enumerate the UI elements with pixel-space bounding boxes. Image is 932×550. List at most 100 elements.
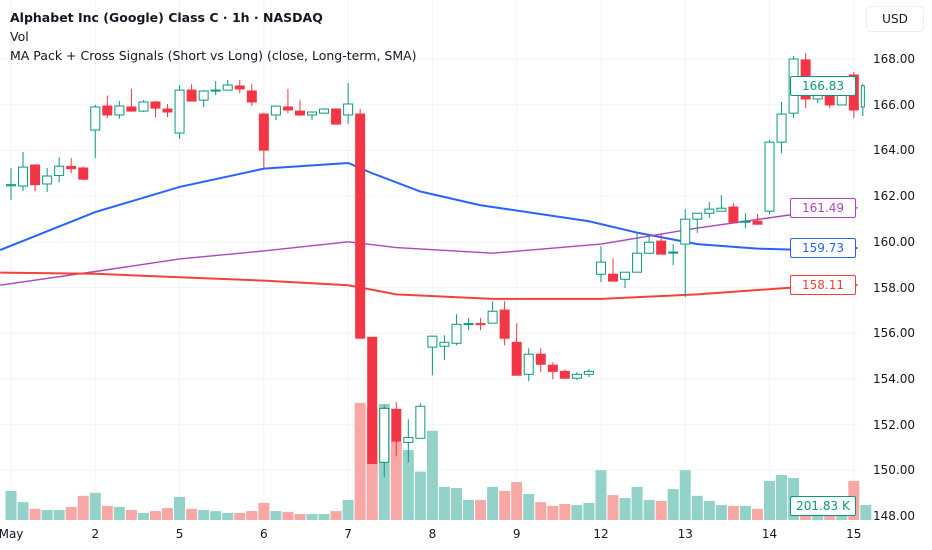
volume-bar	[234, 512, 246, 520]
candle-body	[740, 220, 751, 223]
volume-bar	[643, 499, 655, 520]
volume-bar	[511, 482, 523, 520]
volume-bar	[571, 505, 583, 520]
volume-bar	[354, 402, 366, 520]
candle-body	[343, 103, 354, 116]
volume-bar	[535, 502, 547, 520]
volume-bar	[776, 475, 788, 520]
volume-bar	[53, 509, 65, 520]
ma-lines	[0, 161, 858, 300]
volume-bar	[282, 511, 294, 520]
volume-bar	[258, 502, 270, 520]
price-tick-label: 150.00	[873, 463, 915, 478]
volume-bars	[5, 402, 872, 520]
candle-body	[704, 208, 715, 214]
volume-bar	[739, 505, 751, 520]
volume-bar	[559, 504, 571, 520]
volume-bar	[715, 505, 727, 520]
ma-price-tag: 161.49	[790, 197, 856, 218]
candle-body	[463, 323, 474, 326]
candle-body	[716, 207, 727, 212]
candle-body	[126, 106, 137, 112]
volume-bar	[426, 430, 438, 520]
candle-body	[30, 164, 41, 186]
candle-body	[198, 90, 209, 101]
volume-bar	[619, 498, 631, 520]
ma-line-long	[0, 271, 858, 300]
price-tick-label: 168.00	[873, 52, 915, 66]
volume-bar	[318, 514, 330, 520]
volume-bar	[727, 505, 739, 520]
candle-body	[66, 165, 77, 170]
volume-bar	[402, 450, 414, 520]
candle-body	[102, 105, 113, 116]
candle-body	[499, 309, 510, 339]
price-tick-label: 160.00	[873, 234, 915, 249]
volume-bar	[137, 512, 149, 520]
volume-bar	[438, 486, 450, 520]
candle-body	[595, 261, 606, 275]
candle-body	[860, 85, 865, 108]
candle-body	[391, 408, 402, 442]
candle-body	[620, 271, 631, 280]
candle-body	[114, 105, 125, 116]
volume-bar	[125, 509, 137, 520]
symbol-title[interactable]: Alphabet Inc (Google) Class C · 1h · NAS…	[10, 10, 323, 25]
volume-bar	[595, 470, 607, 520]
volume-tag: 201.83 K	[790, 496, 856, 516]
last-price-tag: 166.83	[790, 75, 856, 96]
candle-body	[752, 220, 763, 225]
candle-body	[54, 165, 65, 177]
price-tick-label: 152.00	[873, 417, 915, 432]
volume-bar	[342, 499, 354, 520]
candle-body	[451, 323, 462, 344]
candle-body	[138, 101, 149, 112]
price-tick-label: 154.00	[873, 371, 915, 386]
candle-body	[403, 436, 414, 443]
time-tick-label: 2	[91, 527, 100, 541]
candle-body	[644, 241, 655, 254]
volume-bar	[751, 508, 763, 520]
candle-body	[559, 370, 570, 379]
volume-bar	[860, 504, 872, 520]
candle-body	[608, 273, 618, 282]
volume-bar	[463, 499, 475, 520]
volume-bar	[655, 501, 667, 520]
candle-body	[90, 106, 101, 131]
time-tick-label: 7	[344, 527, 352, 541]
volume-indicator-label[interactable]: Vol	[10, 29, 29, 44]
candle-body	[162, 108, 173, 113]
currency-button[interactable]: USD	[866, 6, 924, 32]
candle-body	[258, 113, 269, 151]
candle-body	[547, 364, 558, 372]
candle-body	[776, 113, 787, 143]
volume-bar	[390, 441, 402, 520]
candle-body	[294, 110, 305, 116]
candle-body	[319, 108, 330, 114]
ma-indicator-label[interactable]: MA Pack + Cross Signals (Short vs Long) …	[10, 48, 417, 63]
candle-body	[535, 353, 546, 365]
volume-bar	[450, 488, 462, 520]
candle-body	[150, 101, 161, 109]
volume-bar	[414, 471, 426, 520]
volume-bar	[547, 505, 559, 520]
volume-bar	[101, 505, 113, 520]
volume-bar	[246, 511, 258, 520]
candle-body	[174, 89, 185, 134]
time-tick-label: 15	[846, 527, 862, 541]
candle-body	[415, 405, 426, 439]
candle-body	[583, 370, 594, 375]
ma-line-mid	[0, 207, 858, 286]
candle-body	[367, 336, 378, 464]
volume-bar	[306, 514, 318, 520]
volume-bar	[499, 491, 511, 520]
candle-body	[680, 218, 691, 245]
volume-bar	[89, 492, 101, 520]
volume-bar	[270, 511, 282, 520]
time-tick-label: 5	[175, 527, 184, 541]
candle-body	[78, 167, 89, 180]
price-tick-label: 148.00	[873, 509, 915, 523]
volume-bar	[17, 502, 29, 520]
volume-bar	[29, 508, 41, 520]
